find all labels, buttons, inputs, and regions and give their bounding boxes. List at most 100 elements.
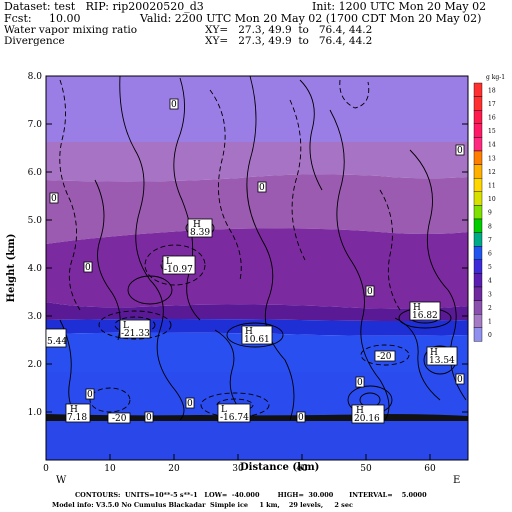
high-letter: H [430,348,438,358]
low-letter: L [166,257,172,267]
colorbar-swatch [473,96,483,111]
colorbar-swatch [473,191,483,206]
y-tick-label: 3.0 [28,312,43,322]
colorbar-label: 12 [488,169,496,176]
colorbar-label: 2 [488,305,492,312]
colorbar-swatch [473,150,483,165]
dashed-ring [114,316,156,334]
below-ground [46,421,468,460]
field2-name: Divergence [4,35,65,47]
high-value: 20.16 [354,414,380,424]
zero-label: 0 [259,183,265,193]
x-tick-label: 10 [104,464,116,474]
colorbar-swatch [473,259,483,274]
zero-label: 0 [367,287,373,297]
zero-box [296,411,306,423]
dashed-contour [289,99,306,261]
negative-contours [59,79,410,418]
zero-label: 0 [357,378,363,388]
colorbar-label: 17 [488,101,496,108]
high-box [351,404,385,424]
contour-label-box [107,412,131,424]
y-axis-title: Height (km) [6,234,17,303]
colorbar-label: 13 [488,155,496,162]
edge-value-box [45,328,67,348]
dashed-ring [200,392,270,418]
zero-box [85,388,95,400]
contour-ring [226,322,284,348]
zero-box [169,98,179,110]
high-box [426,346,458,366]
colorbar-label: 4 [488,278,492,285]
contour-label-box [374,350,396,362]
zero-box [455,144,465,156]
colorbar-swatch [473,327,483,342]
colorbar-label: 11 [488,183,496,190]
x-axis-ticks [45,454,431,460]
zero-label: 0 [298,413,304,423]
high-letter: H [193,220,201,230]
x-tick-label: 60 [424,464,436,474]
contour-line [214,329,246,416]
zero-label: 0 [51,194,57,204]
zero-label: 0 [457,146,463,156]
zero-box [365,285,375,297]
y-axis-ticks [46,75,468,413]
east-label: E [453,475,460,486]
high-value: 7.18 [67,413,87,423]
low-letter: L [123,321,129,331]
high-value: 10.61 [244,335,270,345]
field1-name: Water vapor mixing ratio [4,24,138,36]
low-value: -21.33 [121,329,150,339]
colorbar-swatch [473,164,483,179]
y-tick-label: 7.0 [28,120,43,130]
zero-box [257,181,267,193]
low-letter: L [221,405,227,415]
low-value: -10.97 [164,265,193,275]
field1-xy: XY= 27.3, 49.9 to 76.4, 44.2 [205,24,373,36]
y-tick-label: 4.0 [28,264,43,274]
x-tick-label: 40 [296,464,308,474]
dashed-ring [144,244,206,286]
contours-info: CONTOURS: UNITS=10**-5 s**-1 LOW= -40.00… [75,491,427,499]
colorbar-label: 8 [488,223,492,230]
contour-line [299,79,323,191]
colorbar-label: 18 [488,87,496,94]
colorbar-swatch [473,218,483,233]
colorbar-label: 14 [488,142,496,149]
zero-label: 0 [187,399,193,409]
colorbar-swatch [473,177,483,192]
colorbar-swatch [473,82,483,97]
dashed-contour [59,79,81,311]
colorbar-swatch [473,245,483,260]
colorbar-swatch [473,123,483,138]
high-letter: H [245,327,253,337]
high-letter: H [70,405,78,415]
contour-line [246,76,295,421]
high-value: 13.54 [429,356,455,366]
dashed-ring [98,310,172,340]
band-light-purple [46,142,468,182]
x-tick-label: 30 [232,464,244,474]
x-tick-label: 0 [43,464,49,474]
y-tick-label: 2.0 [28,360,43,370]
colorbar-label: 9 [488,210,492,217]
edge-value: 5.44 [47,337,67,347]
contour-label: -20 [112,414,127,424]
high-letter: H [413,303,421,313]
west-label: W [56,475,67,486]
field2-xy: XY= 27.3, 49.9 to 76.4, 44.2 [205,35,373,47]
y-tick-label: 1.0 [28,408,43,418]
dashed-contour [339,79,370,109]
low-box [119,319,151,339]
high-box [409,301,441,321]
zero-box [83,261,93,273]
dashed-contour [209,89,242,281]
high-letter: H [356,406,364,416]
colorbar-label: 5 [488,264,492,271]
high-box [65,403,91,423]
low-box [162,255,196,275]
colorbar-label: 15 [488,128,496,135]
